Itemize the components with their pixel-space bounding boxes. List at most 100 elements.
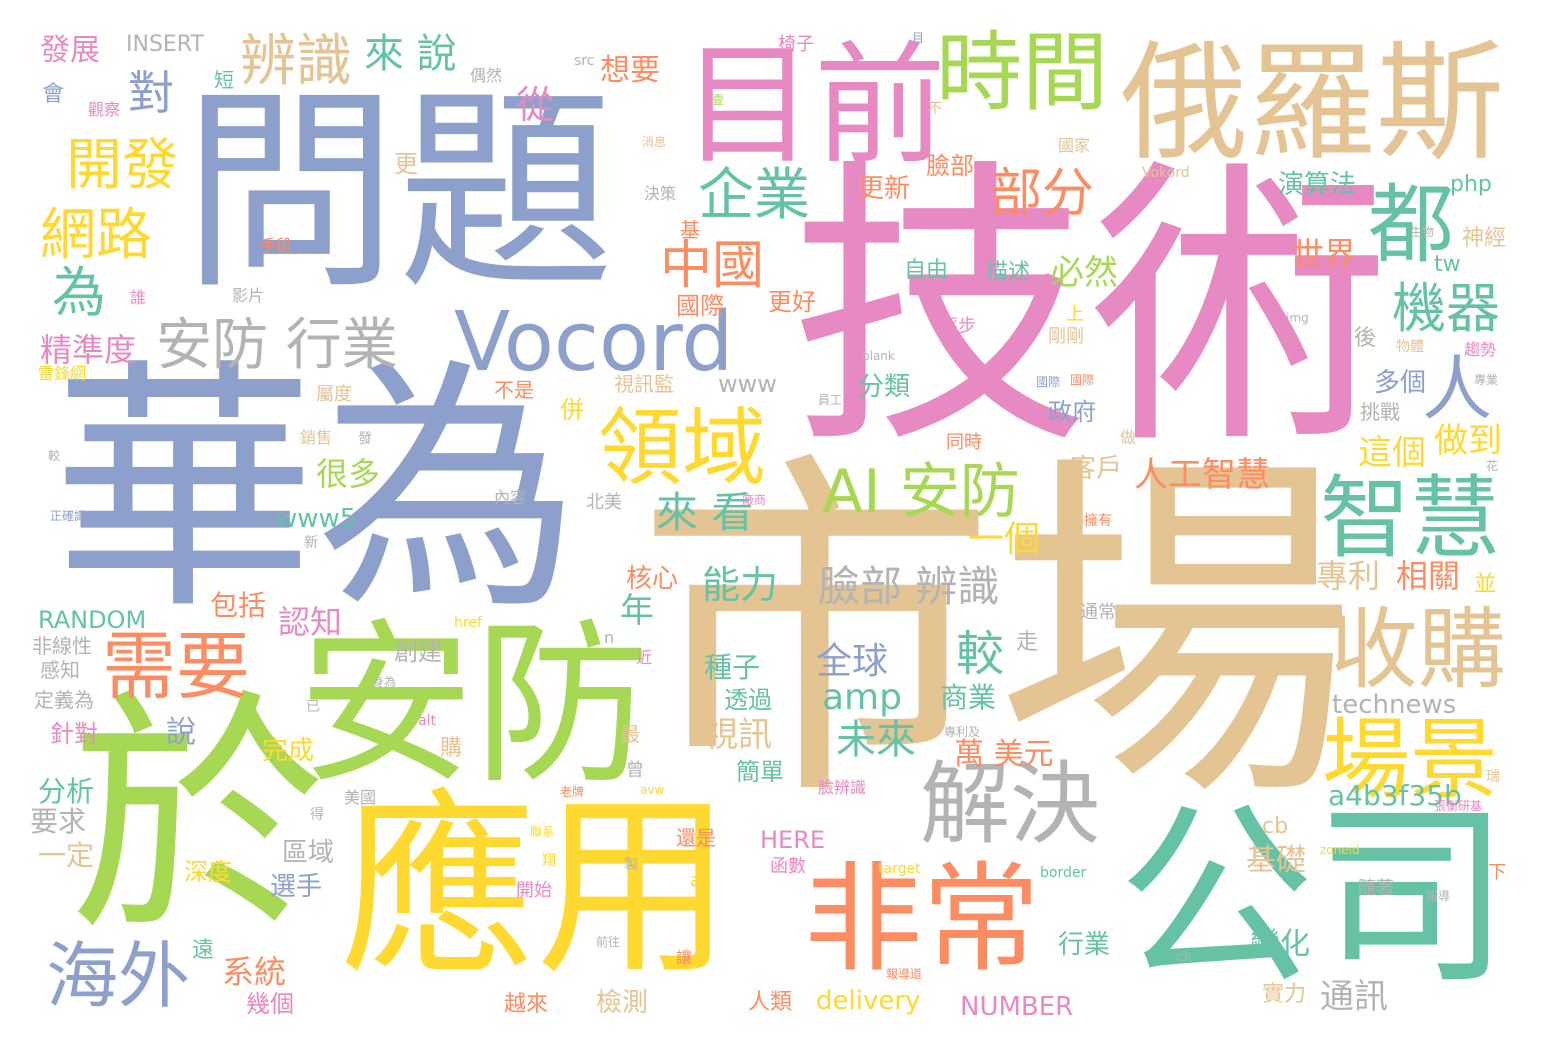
word-changshang: 廠商 bbox=[742, 493, 767, 507]
word-delivery: delivery bbox=[816, 986, 921, 1016]
word-ren: 人 bbox=[1422, 348, 1492, 430]
word-laopai: 老牌 bbox=[560, 785, 585, 799]
word-lianbianshi: 臉辨識 bbox=[818, 778, 867, 797]
word-lingyu: 領域 bbox=[598, 399, 767, 497]
word-renzhi: 認知 bbox=[278, 603, 343, 641]
word-lianxi: 聯系 bbox=[530, 825, 555, 839]
word-xia: 下 bbox=[1488, 862, 1506, 883]
word-baokuo: 包括 bbox=[210, 589, 267, 622]
word-dou: 都 bbox=[1368, 175, 1454, 275]
word-miaoshu: 描述 bbox=[986, 260, 1031, 285]
word-tongshi: 同時 bbox=[946, 432, 982, 453]
word-hangye: 行業 bbox=[1058, 930, 1111, 960]
word-yi: 壹 bbox=[712, 93, 725, 107]
word-wanmeiyuan: 萬 美元 bbox=[954, 737, 1054, 772]
word-www5: www5 bbox=[276, 504, 357, 534]
word-yongyou: 擁有 bbox=[1084, 513, 1112, 529]
word-xitong: 系統 bbox=[222, 953, 287, 991]
word-shengwu: 生物 bbox=[1410, 225, 1435, 239]
word-number: NUMBER bbox=[960, 992, 1074, 1022]
word-wei: 為 bbox=[52, 261, 106, 324]
word-yaoqiu: 要求 bbox=[30, 805, 87, 838]
word-xuanshou: 選手 bbox=[270, 872, 323, 902]
word-zhubu: 逐步 bbox=[940, 316, 976, 337]
word-zui: 最 bbox=[620, 722, 640, 746]
word-ganzhi: 感知 bbox=[40, 658, 80, 682]
word-shixun: 視訊 bbox=[704, 715, 772, 755]
word-jingzhundu: 精準度 bbox=[40, 331, 137, 369]
word-jiejue: 解決 bbox=[920, 752, 1100, 857]
word-zhengfu: 政府 bbox=[1048, 398, 1096, 426]
word-hexin: 核心 bbox=[626, 564, 679, 594]
word-ziyou: 自由 bbox=[904, 258, 949, 283]
word-rang: 讓 bbox=[676, 948, 693, 967]
word-img: img bbox=[1286, 311, 1309, 325]
word-wenti: 問題 bbox=[182, 67, 615, 318]
word-jiao2: 較 bbox=[48, 449, 61, 463]
word-jiandan: 簡單 bbox=[736, 758, 784, 786]
word-a4b3f35b: a4b3f35b bbox=[1328, 779, 1462, 812]
word-fenlei: 分類 bbox=[858, 372, 911, 402]
word-tiaozhan: 挑戰 bbox=[1360, 400, 1400, 424]
word-zhege: 這個 bbox=[1358, 433, 1426, 473]
word-n: n bbox=[604, 628, 615, 647]
word-jishu: 技術 bbox=[790, 135, 1390, 484]
word-zhanghengyanji: 張衡研基 bbox=[1434, 799, 1483, 813]
word-henduo: 很多 bbox=[316, 455, 381, 493]
word-feixianxing: 非線性 bbox=[32, 634, 92, 658]
word-nian: 年 bbox=[620, 591, 654, 631]
word-bu: 不 bbox=[928, 101, 942, 117]
word-shougou: 收購 bbox=[1330, 598, 1507, 701]
word-fazhan: 發展 bbox=[40, 33, 100, 68]
word-quanqiu: 全球 bbox=[816, 641, 889, 682]
word-shijie: 世界 bbox=[1292, 235, 1357, 273]
word-ganggang: 剛剛 bbox=[1048, 326, 1084, 347]
word-ck: ck bbox=[1176, 949, 1192, 965]
word-juece: 決策 bbox=[644, 184, 677, 203]
word-zhuanye: 專業 bbox=[1474, 373, 1499, 387]
word-cb: cb bbox=[1262, 814, 1289, 839]
word-kaifa: 開發 bbox=[66, 133, 178, 198]
word-nengli: 能力 bbox=[702, 563, 779, 607]
word-bushi: 不是 bbox=[494, 378, 534, 402]
word-dingyiwei: 定義為 bbox=[34, 688, 94, 712]
word-zhengqueshi: 正確識 bbox=[50, 509, 87, 523]
word-renlei: 人類 bbox=[748, 990, 793, 1015]
word-xiangyao: 想要 bbox=[600, 53, 660, 88]
word-random: RANDOM bbox=[38, 606, 147, 634]
word-neirong: 內容 bbox=[494, 488, 527, 507]
word-technews: technews bbox=[1332, 690, 1457, 720]
word-chuangjian: 創建 bbox=[394, 638, 442, 666]
word-haiwai: 海外 bbox=[46, 934, 191, 1018]
word-src: src bbox=[574, 53, 595, 69]
word-insert: INSERT bbox=[126, 32, 204, 57]
word-dui: 對 bbox=[128, 66, 174, 120]
word-shudu: 屬度 bbox=[316, 384, 352, 405]
word-hanshu: 函數 bbox=[770, 856, 806, 877]
word-target: target bbox=[878, 861, 921, 877]
word-shang: 上 bbox=[1066, 304, 1084, 325]
word-here: HERE bbox=[760, 826, 826, 854]
word-vokord: Vokord bbox=[1142, 165, 1190, 181]
word-guoji3: 國際 bbox=[1036, 375, 1061, 389]
word-shichang: 市場 bbox=[636, 425, 1356, 844]
word-duoge: 多個 bbox=[1374, 368, 1427, 398]
word-ceng: 曾 bbox=[626, 760, 644, 781]
word-quyu: 區域 bbox=[282, 838, 335, 868]
word-anfang-hangye: 安防 行業 bbox=[156, 313, 398, 378]
word-shili: 實力 bbox=[1262, 982, 1307, 1007]
word-lianbu-bianshi: 臉部 辨識 bbox=[818, 562, 1000, 611]
word-baodao: 報導 bbox=[1426, 889, 1451, 903]
word-zhendui: 針對 bbox=[50, 720, 98, 748]
word-duan: 短 bbox=[214, 68, 234, 92]
word-xin: 新 bbox=[304, 535, 318, 551]
word-kaishi: 開始 bbox=[516, 880, 552, 901]
word-yingyong: 應用 bbox=[340, 774, 733, 1002]
word-lianbu: 臉部 bbox=[926, 152, 974, 180]
word-baodaodao: 報導道 bbox=[886, 967, 923, 981]
word-alt: alt bbox=[418, 713, 436, 729]
word-zuodao: 做到 bbox=[1434, 421, 1502, 461]
word-beimei: 北美 bbox=[586, 492, 622, 513]
word-shangye: 商業 bbox=[940, 681, 997, 714]
